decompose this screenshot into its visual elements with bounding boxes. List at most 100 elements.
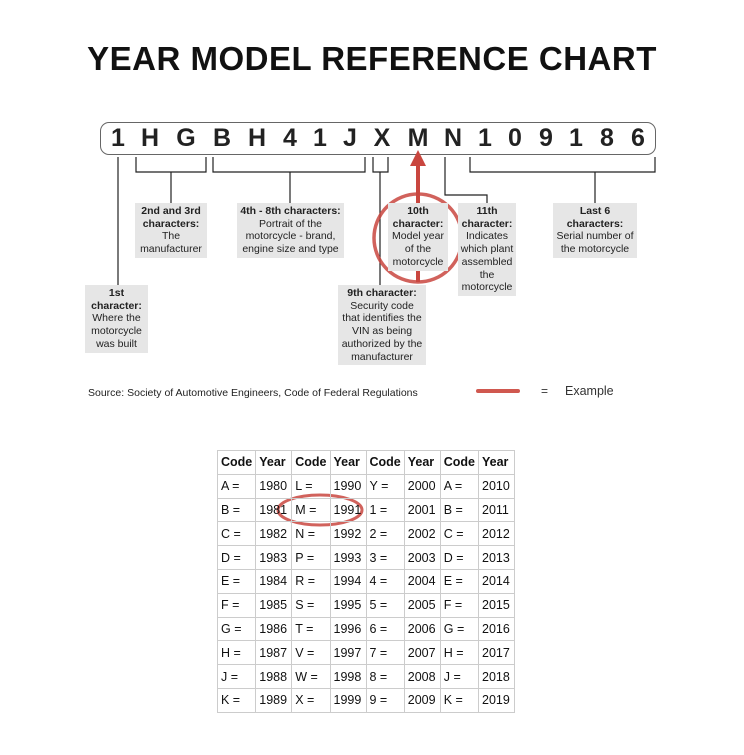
code-cell: 4 =: [365, 568, 405, 594]
year-cell: 2019: [478, 687, 515, 713]
code-cell: B =: [216, 497, 257, 523]
table-row: K = 1989 X = 1999 9 = 2009 K = 2019: [216, 687, 515, 713]
code-cell: H =: [216, 640, 257, 666]
table-row: C = 1982 N = 1992 2 = 2002 C = 2012: [216, 521, 515, 547]
year-cell: 1997: [329, 640, 367, 666]
table-row: J = 1988 W = 1998 8 = 2008 J = 2018: [216, 664, 515, 689]
year-cell: 1993: [329, 545, 367, 570]
code-cell: E =: [216, 568, 257, 594]
vin-char: 8: [600, 124, 614, 152]
code-cell: A =: [439, 473, 480, 499]
code-cell: E =: [439, 568, 480, 594]
year-cell: 2005: [403, 592, 441, 618]
table-row: D = 1983 P = 1993 3 = 2003 D = 2013: [216, 545, 515, 570]
code-cell: 5 =: [365, 592, 405, 618]
vin-box: [100, 122, 656, 155]
year-cell: 1985: [255, 592, 293, 618]
year-code-table: Code Year Code Year Code Year Code Year A = 1980…: [216, 450, 515, 713]
code-cell: Y =: [365, 473, 405, 499]
year-cell: 2000: [403, 473, 441, 499]
label-1st: 1st character: Where the motorcycle was b…: [85, 285, 148, 353]
year-cell: 2003: [403, 545, 441, 570]
year-cell: 2002: [403, 521, 441, 547]
bracket-2nd-3rd: [135, 157, 207, 203]
year-cell: 2009: [403, 687, 441, 713]
legend-label: Example: [565, 384, 614, 398]
year-cell: 2015: [478, 592, 515, 618]
code-cell: K =: [439, 687, 480, 713]
vin-char: 6: [631, 124, 645, 152]
year-cell: 1981: [255, 497, 293, 523]
year-cell: 2006: [403, 616, 441, 642]
code-cell: C =: [439, 521, 480, 547]
code-cell: P =: [291, 545, 331, 570]
code-cell: S =: [291, 592, 331, 618]
vin-char: N: [443, 124, 463, 152]
vin-char: 4: [283, 124, 297, 152]
column-header: Year: [403, 450, 441, 475]
table-row: H = 1987 V = 1997 7 = 2007 H = 2017: [216, 640, 515, 666]
code-cell: M =: [291, 497, 331, 523]
vin-char: 1: [111, 124, 125, 152]
code-cell: D =: [216, 545, 257, 570]
year-cell: 2007: [403, 640, 441, 666]
bracket-last6: [469, 157, 656, 203]
year-cell: 2016: [478, 616, 515, 642]
column-header: Year: [329, 450, 367, 475]
code-cell: D =: [439, 545, 480, 570]
column-header: Code: [365, 450, 405, 475]
vin-char: X: [373, 124, 391, 152]
code-cell: K =: [216, 687, 257, 713]
vin-char: 1: [569, 124, 583, 152]
code-cell: G =: [439, 616, 480, 642]
code-cell: L =: [291, 473, 331, 499]
year-cell: 1989: [255, 687, 293, 713]
year-cell: 1996: [329, 616, 367, 642]
year-cell: 1999: [329, 687, 367, 713]
code-cell: H =: [439, 640, 480, 666]
code-cell: R =: [291, 568, 331, 594]
vin-char: J: [343, 124, 357, 152]
code-cell: 8 =: [365, 664, 405, 689]
year-cell: 2017: [478, 640, 515, 666]
vin-char: 1: [313, 124, 327, 152]
code-cell: 3 =: [365, 545, 405, 570]
year-cell: 2004: [403, 568, 441, 594]
column-header: Code: [216, 450, 257, 475]
vin-char: H: [247, 124, 267, 152]
column-header: Code: [291, 450, 331, 475]
year-cell: 1980: [255, 473, 293, 499]
code-cell: X =: [291, 687, 331, 713]
year-cell: 1982: [255, 521, 293, 547]
year-cell: 1988: [255, 664, 293, 689]
label-10th: 10th character: Model year of the motorcy…: [388, 203, 448, 271]
year-cell: 2014: [478, 568, 515, 594]
year-cell: 2012: [478, 521, 515, 547]
table-row: E = 1984 R = 1994 4 = 2004 E = 2014: [216, 568, 515, 594]
year-cell: 1986: [255, 616, 293, 642]
legend-equals: =: [541, 384, 549, 398]
page-title: YEAR MODEL REFERENCE CHART: [87, 40, 657, 77]
code-cell: 2 =: [365, 521, 405, 547]
label-last6: Last 6 characters: Serial number of the m…: [553, 203, 637, 258]
year-cell: 1991: [329, 497, 367, 523]
code-cell: A =: [216, 473, 257, 499]
code-cell: 1 =: [365, 497, 405, 523]
bracket-11th: [444, 157, 488, 203]
vin-char: H: [140, 124, 160, 152]
year-cell: 1995: [329, 592, 367, 618]
table-row: B = 1981 M = 1991 1 = 2001 B = 2011: [216, 497, 515, 523]
column-header: Year: [478, 450, 515, 475]
year-cell: 2010: [478, 473, 515, 499]
vin-char: M: [407, 124, 429, 152]
year-cell: 1992: [329, 521, 367, 547]
code-cell: J =: [439, 664, 480, 689]
year-cell: 2001: [403, 497, 441, 523]
vin-char: 1: [478, 124, 492, 152]
year-cell: 1984: [255, 568, 293, 594]
table-header-row: Code Year Code Year Code Year Code Year: [216, 450, 515, 475]
code-cell: 7 =: [365, 640, 405, 666]
bracket-9th: [372, 157, 389, 285]
bracket-4th-8th: [212, 157, 366, 203]
